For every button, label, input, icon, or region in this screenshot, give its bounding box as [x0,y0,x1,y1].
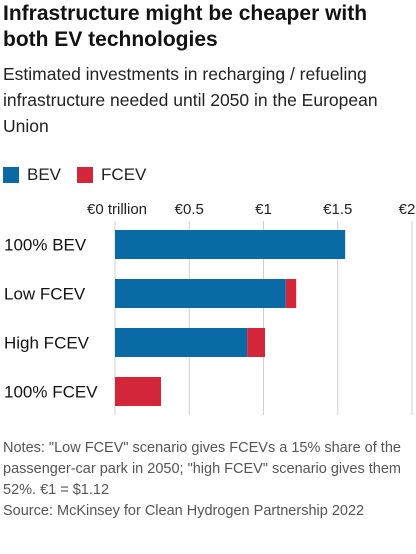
legend-label-fcev: FCEV [101,165,147,184]
notes-text: Notes: "Low FCEV" scenario gives FCEVs a… [3,440,401,498]
legend-label-bev: BEV [27,165,62,184]
legend-item-fcev: FCEV [77,165,146,185]
bar-fcev [285,279,297,308]
bar-bev [115,230,346,259]
category-label: High FCEV [4,334,90,353]
tick-label: €1 [255,201,272,218]
bar-fcev [115,377,162,406]
legend-swatch-bev [3,167,19,183]
category-label: 100% BEV [4,236,87,255]
bar-chart: €0 trillion €0.5 €1 €1.5 €2 100% BEV Low FCEV H… [4,201,416,415]
tick-label: €1.5 [323,201,352,218]
tick-label: €2 [399,201,416,218]
bar-bev [115,279,286,308]
chart-subtitle: Estimated investments in recharging / re… [3,64,378,136]
chart-title: Infrastructure might be cheaper with bot… [3,2,368,51]
notes-block: Notes: "Low FCEV" scenario gives FCEVs a… [3,438,415,522]
source-text: Source: McKinsey for Clean Hydrogen Part… [3,503,365,519]
legend-swatch-fcev [77,167,94,183]
bar-fcev [247,328,265,357]
category-label: 100% FCEV [4,383,98,402]
category-label: Low FCEV [4,285,86,304]
legend-item-bev: BEV [3,165,61,185]
tick-label: €0.5 [175,201,204,218]
tick-label: €0 trillion [87,201,147,218]
legend: BEV FCEV [3,163,162,187]
bar-bev [115,328,248,357]
